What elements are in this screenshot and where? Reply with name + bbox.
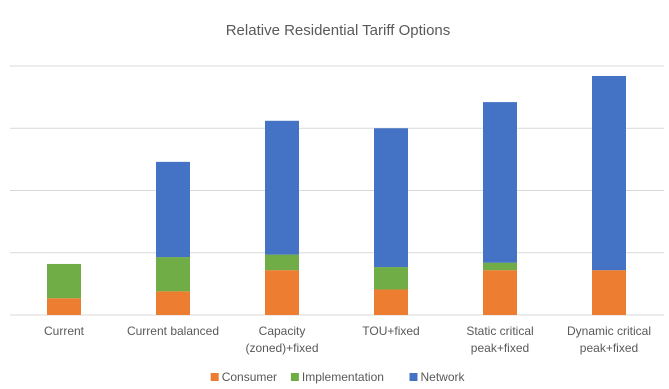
- bar-segment-consumer: [47, 298, 81, 315]
- legend-label-implementation: Implementation: [302, 370, 384, 384]
- legend-swatch-consumer: [210, 373, 219, 381]
- bar-segment-implementation: [156, 257, 190, 292]
- bars: [47, 75, 626, 315]
- bar-segment-network: [374, 128, 408, 268]
- bar-segment-network: [483, 102, 517, 263]
- bar-segment-network: [592, 75, 626, 271]
- legend: Consumer Implementation Network: [210, 370, 466, 384]
- x-tick-label: Current balanced: [127, 324, 219, 338]
- bar-segment-consumer: [265, 270, 299, 315]
- legend-swatch-network: [409, 373, 418, 381]
- bar-segment-consumer: [156, 291, 190, 315]
- bar-segment-implementation: [483, 262, 517, 271]
- bar-segment-implementation: [47, 263, 81, 299]
- x-tick-label: Current: [44, 324, 85, 338]
- bar-segment-network: [156, 161, 190, 258]
- x-tick-label: Capacity (zoned)+fixed: [245, 324, 318, 355]
- legend-swatch-implementation: [290, 373, 299, 381]
- x-tick-label: TOU+fixed: [362, 324, 419, 338]
- bar-segment-consumer: [592, 270, 626, 315]
- bar-segment-consumer: [374, 289, 408, 315]
- bar-segment-network: [265, 120, 299, 255]
- x-tick-label: Dynamic critical peak+fixed: [567, 324, 651, 355]
- bar-segment-implementation: [374, 267, 408, 290]
- gridlines: [10, 65, 664, 316]
- x-axis-labels: Current Current balanced Capacity (zoned)+f…: [44, 324, 651, 355]
- bar-segment-implementation: [265, 254, 299, 271]
- chart-title: Relative Residential Tariff Options: [226, 22, 451, 39]
- bar-segment-consumer: [483, 270, 517, 315]
- legend-label-network: Network: [421, 370, 466, 384]
- x-tick-label: Static critical peak+fixed: [466, 324, 533, 355]
- legend-label-consumer: Consumer: [222, 370, 277, 384]
